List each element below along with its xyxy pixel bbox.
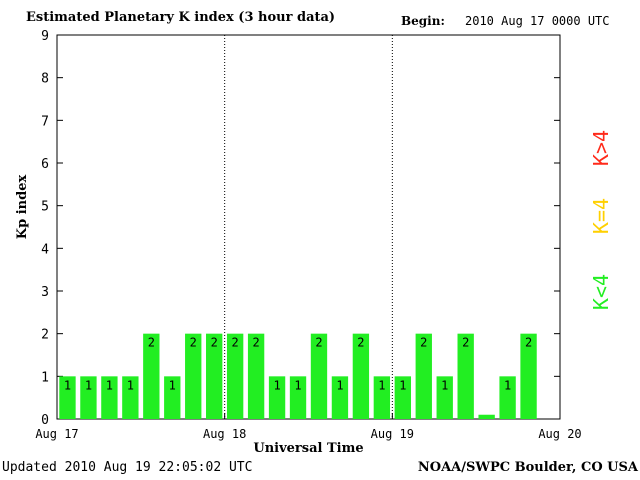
kp-bar (499, 376, 516, 419)
kp-bar-label: 2 (462, 336, 469, 350)
kp-bar (247, 333, 265, 419)
kp-bar (331, 376, 349, 419)
kp-bar (101, 376, 118, 419)
kp-bar (164, 376, 181, 419)
x-tick-label: Aug 18 (203, 427, 246, 441)
kp-bar (226, 333, 244, 419)
kp-bar (268, 376, 286, 419)
kp-bar (185, 333, 202, 419)
y-tick-label: 6 (41, 157, 49, 172)
kp-bar (80, 376, 97, 419)
kp-bar (310, 333, 328, 419)
kp-bar (59, 376, 76, 419)
kp-bar-label: 2 (315, 336, 322, 350)
source-credit: NOAA/SWPC Boulder, CO USA (417, 460, 638, 475)
legend-item: K=4 (589, 198, 613, 234)
kp-bar-label: 1 (85, 378, 92, 392)
kp-bar (415, 333, 432, 419)
y-axis-label: Kp index (15, 175, 30, 240)
kp-bar (143, 333, 160, 419)
begin-label: Begin: (401, 14, 445, 28)
kp-bar-label: 1 (441, 378, 448, 392)
x-axis-label: Universal Time (253, 441, 363, 456)
kp-bar (122, 376, 139, 419)
kp-bar-label: 1 (504, 378, 511, 392)
kp-bar-label: 2 (148, 336, 155, 350)
kp-bar-label: 1 (378, 378, 385, 392)
y-tick-label: 9 (41, 29, 49, 44)
kp-bar (289, 376, 307, 419)
kp-bar-label: 1 (169, 378, 176, 392)
kp-bar (436, 376, 453, 419)
kp-bar-label: 2 (525, 336, 532, 350)
kp-bar (520, 333, 537, 419)
updated-timestamp: Updated 2010 Aug 19 22:05:02 UTC (2, 460, 253, 475)
kp-bar (206, 333, 223, 419)
x-tick-label: Aug 19 (371, 427, 414, 441)
begin-value: 2010 Aug 17 0000 UTC (465, 14, 610, 28)
kp-bar (394, 376, 411, 419)
y-tick-label: 5 (41, 200, 49, 215)
y-tick-label: 8 (41, 72, 49, 87)
x-tick-label: Aug 20 (538, 427, 581, 441)
kp-bar-label: 1 (294, 378, 301, 392)
chart-title: Estimated Planetary K index (3 hour data… (26, 10, 336, 25)
kp-bar-label: 1 (106, 378, 113, 392)
y-tick-label: 2 (41, 328, 49, 343)
kp-bar (373, 376, 391, 419)
legend-item: K>4 (589, 130, 613, 166)
kp-bar-label: 2 (232, 336, 239, 350)
kp-bar-label: 2 (190, 336, 197, 350)
kp-bar (457, 333, 474, 419)
plot-frame (56, 34, 561, 420)
y-tick-label: 1 (41, 370, 49, 385)
x-tick-label: Aug 17 (35, 427, 78, 441)
y-tick-label: 0 (41, 413, 49, 428)
kp-bar-label: 1 (273, 378, 280, 392)
legend-item: K<4 (589, 274, 613, 310)
kp-bar (352, 333, 370, 419)
kp-bar (478, 414, 495, 419)
y-tick-label: 3 (41, 285, 49, 300)
y-tick-label: 7 (41, 114, 49, 129)
y-tick-label: 4 (41, 242, 49, 257)
kp-bar-label: 1 (127, 378, 134, 392)
kp-bar-label: 2 (211, 336, 218, 350)
kp-bar-label: 2 (357, 336, 364, 350)
kp-bar-label: 1 (336, 378, 343, 392)
kp-bar-label: 1 (64, 378, 71, 392)
kp-bar-label: 1 (399, 378, 406, 392)
kp-bar-label: 2 (252, 336, 259, 350)
kp-bar-label: 2 (420, 336, 427, 350)
